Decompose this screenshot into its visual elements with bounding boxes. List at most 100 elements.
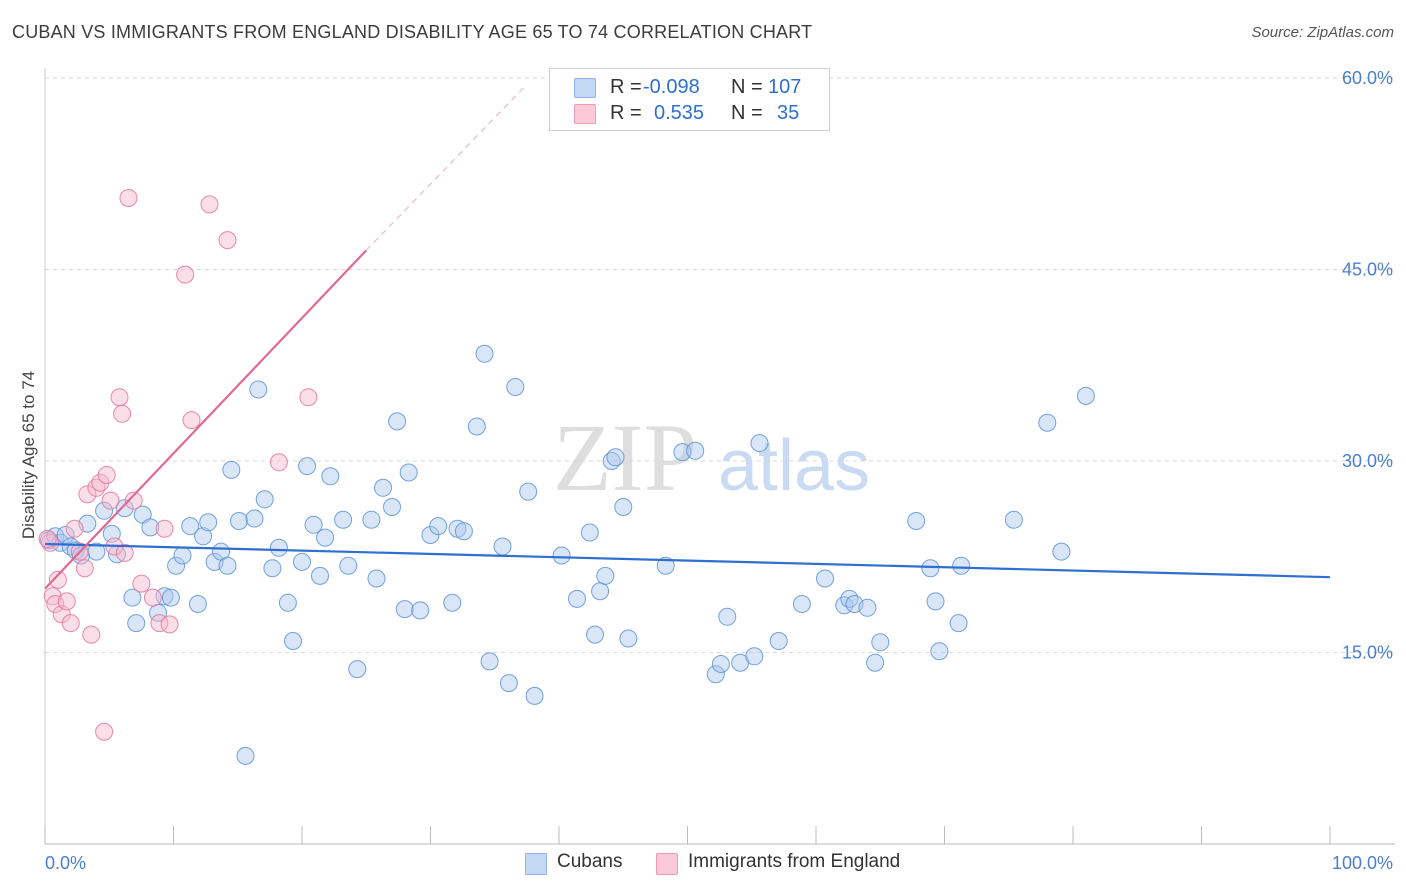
cubans-point [443,593,462,612]
cubans-point [173,546,192,565]
cubans-point [115,499,134,518]
cubans-point [525,686,544,705]
data-points [38,189,1095,765]
cubans-point [606,448,625,467]
england-point [115,543,134,562]
n-label: N = [731,76,763,98]
cubans-point [673,443,692,462]
cubans-point [167,556,186,575]
cubans-point [1052,542,1071,561]
cubans-point [792,595,811,613]
cubans-point [236,746,255,765]
cubans-trend-line [44,542,1331,579]
cubans-point [816,569,834,588]
england-point [78,485,97,504]
cubans-point [141,518,160,537]
cubans-point [230,512,248,530]
england-point [160,615,179,634]
england-point [176,265,195,284]
x-tick-label: 100.0% [1332,853,1393,873]
y-tick-label: 30.0% [1342,451,1393,471]
cubans-point [706,665,725,684]
cubans-point [930,642,949,661]
cubans-point [188,595,207,613]
england-swatch [574,104,596,124]
cubans-point [907,512,926,530]
cubans-point [591,582,610,601]
england-point [101,491,120,510]
cubans-point [255,490,274,509]
cubans-point [552,546,571,565]
cubans-point [656,556,675,575]
cubans-point [1076,386,1095,405]
cubans-point [316,528,335,547]
cubans-point [304,515,323,534]
england-trend-extension [365,83,528,251]
england-point [91,473,110,492]
y-tick-label: 15.0% [1342,643,1393,663]
cubans-point [480,652,499,671]
england-point [110,388,129,407]
x-tick-label: 0.0% [45,853,86,873]
england-legend-label: Immigrants from England [688,851,901,872]
cubans-point [580,523,599,542]
england-point [119,189,138,207]
england-point [143,588,162,607]
y-tick-label: 60.0% [1342,68,1393,88]
cubans-point [399,463,418,482]
england-point [132,574,151,593]
cubans-point [263,559,282,578]
watermark: ZIP atlas [553,404,870,511]
cubans-points [39,344,1095,765]
cubans-point [245,509,264,528]
cubans-point [596,566,615,585]
cubans-point [339,556,358,575]
cubans-point [218,556,237,575]
cubans-point [123,588,142,607]
england-point [95,722,114,741]
england-point [200,195,219,214]
grid [45,77,1395,653]
england-point [57,592,76,611]
england-point [182,411,201,430]
england-points [38,189,318,741]
watermark-zip: ZIP [553,404,697,511]
england-point [65,519,84,538]
england-point [299,388,318,407]
cubans-point [127,614,146,633]
cubans-point [321,467,340,486]
r-value-england: 0.535 [654,102,705,124]
cubans-point [1004,510,1023,529]
england-point [82,625,101,644]
axes [44,68,1395,845]
cubans-point [454,522,473,541]
cubans-point [614,498,633,516]
watermark-atlas: atlas [718,426,870,506]
trend-lines [44,83,1331,590]
cubans-point [718,607,737,626]
cubans-point [95,501,114,520]
r-value-cubans: -0.098 [643,76,700,98]
england-point [48,570,67,589]
cubans-point [269,538,288,557]
cubans-point [348,660,367,679]
cubans-point [278,593,297,612]
cubans-point [388,412,407,431]
n-value-cubans: 107 [768,76,802,98]
cubans-point [475,344,494,363]
england-point [218,231,237,250]
cubans-point [866,653,885,672]
n-label: N = [731,102,763,124]
cubans-point [155,587,174,606]
england-point [75,559,94,578]
cubans-point [334,510,353,529]
cubans-point [383,498,401,516]
y-tick-label: 45.0% [1342,260,1393,280]
stats-legend: R = -0.098 N = 107 R = 0.535 N = 35 [549,68,830,131]
cubans-point [519,482,538,501]
cubans-point [619,629,638,648]
cubans-point [161,588,180,607]
y-axis-label: Disability Age 65 to 74 [19,371,38,539]
cubans-point [199,513,218,532]
